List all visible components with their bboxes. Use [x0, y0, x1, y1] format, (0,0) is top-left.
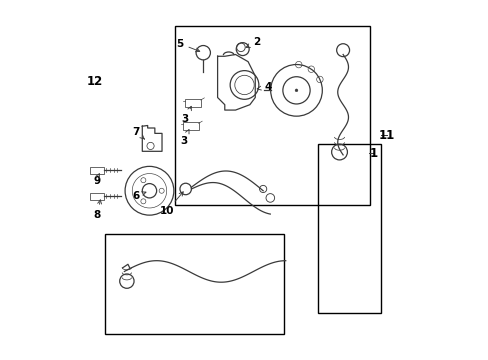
Bar [184, 99, 201, 107]
Text: 2: 2 [245, 37, 260, 48]
Text: 3: 3 [180, 130, 189, 145]
Text: 11: 11 [378, 129, 394, 142]
Text: 5: 5 [176, 39, 199, 52]
Bar [183, 122, 198, 130]
Text: 12: 12 [87, 75, 103, 88]
Text: 7: 7 [132, 127, 144, 139]
Text: 9: 9 [94, 176, 101, 186]
Text: 10: 10 [159, 192, 183, 216]
Circle shape [294, 89, 297, 92]
Bar [90, 167, 104, 174]
Bar [104, 234, 284, 334]
Bar [317, 144, 380, 313]
Text: 3: 3 [182, 106, 191, 124]
Bar [174, 26, 369, 205]
Text: 4: 4 [257, 82, 271, 92]
Bar [90, 193, 104, 200]
Text: 6: 6 [132, 191, 145, 201]
Text: 8: 8 [94, 200, 102, 220]
Text: 1: 1 [369, 147, 377, 159]
